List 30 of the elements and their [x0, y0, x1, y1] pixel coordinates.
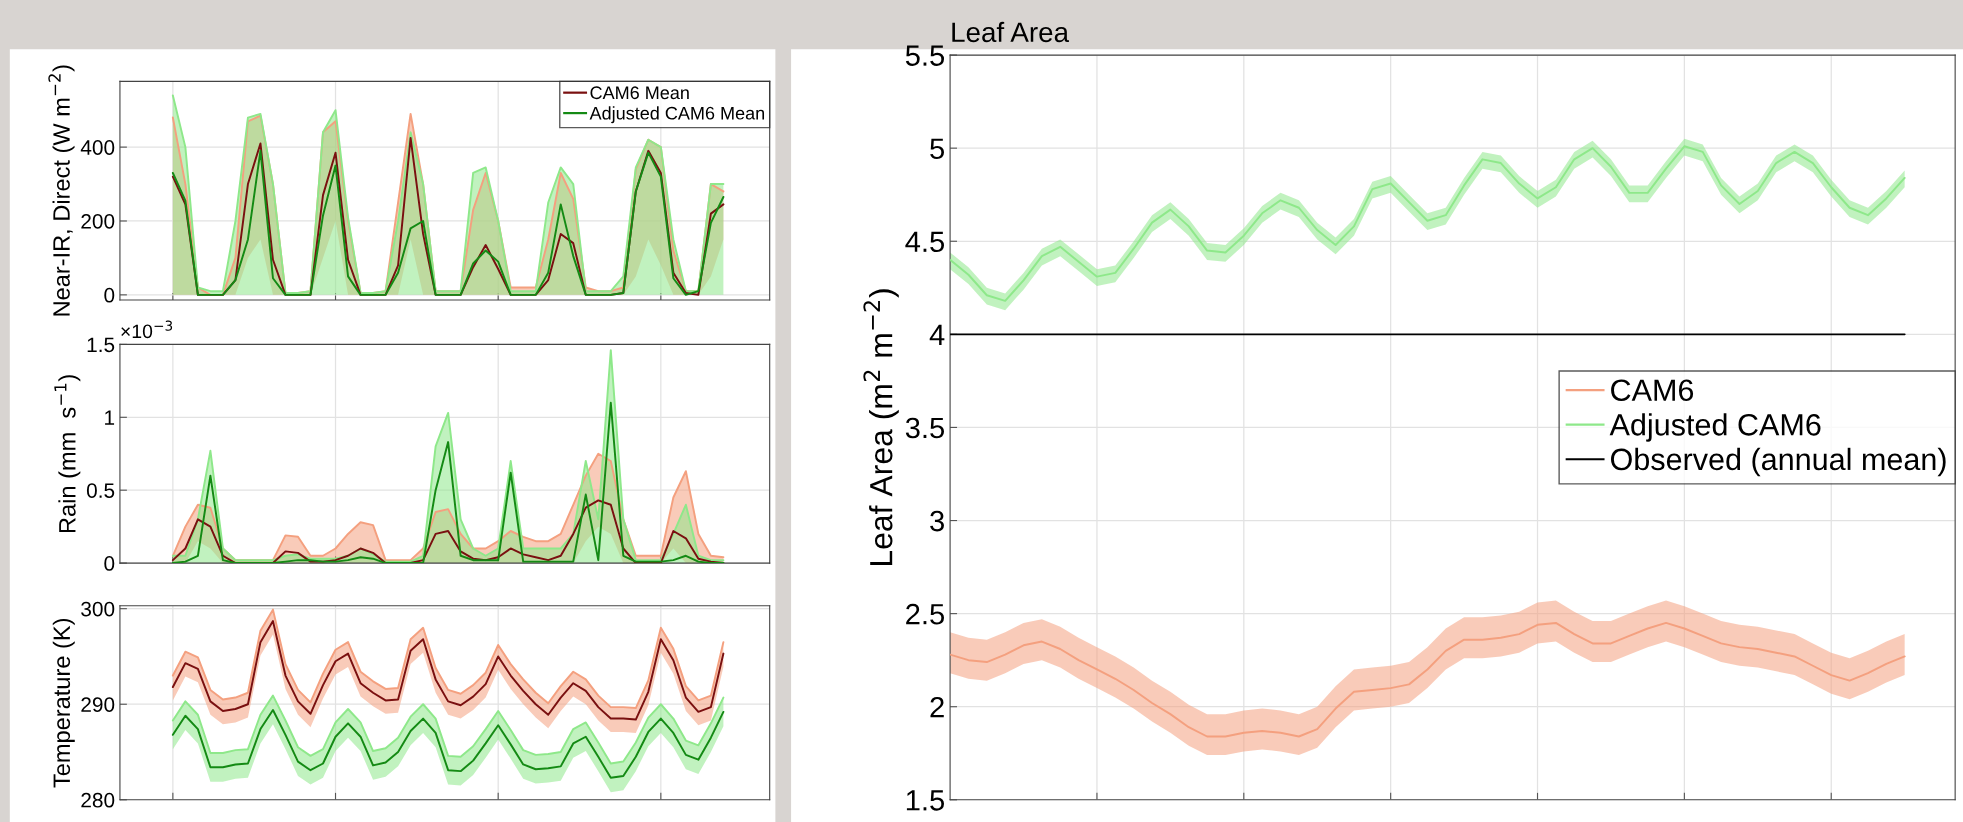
- y-tick-label: 0: [104, 287, 115, 303]
- legend-label: Adjusted CAM6: [1609, 413, 1821, 442]
- y-tick-label: 3: [930, 510, 944, 532]
- text: Leaf Area: [952, 21, 1070, 43]
- y-tick-label: 2.5: [906, 603, 945, 625]
- text: ×10$^{−3}$: [121, 320, 173, 339]
- y-tick-label: 5: [930, 138, 945, 160]
- y-tick-label: 5.5: [905, 45, 945, 66]
- y-tick-label: 2: [930, 696, 944, 718]
- y-tick-label: 290: [81, 697, 115, 712]
- legend-label: CAM6 Mean: [590, 86, 689, 100]
- y-axis-title: Temperature (K): [52, 618, 75, 788]
- y-tick-label: 0: [104, 556, 115, 571]
- y-tick-label: 4: [929, 324, 945, 345]
- y-tick-label: 1.5: [906, 790, 945, 811]
- y-tick-label: 200: [81, 213, 115, 229]
- legend-label: CAM6: [1611, 379, 1694, 402]
- y-tick-label: 3.5: [905, 417, 945, 439]
- y-axis-title: Near-IR, Direct (W m$^{−2}$): [48, 65, 75, 316]
- y-tick-label: 1: [105, 410, 115, 425]
- y-tick-label: 400: [80, 140, 115, 155]
- y-tick-label: 1.5: [87, 337, 115, 353]
- y-tick-label: 280: [81, 792, 115, 808]
- legend-label: Adjusted CAM6 Mean: [589, 106, 765, 124]
- legend-label: Observed (annual mean): [1610, 447, 1946, 477]
- y-tick-label: 4.5: [905, 231, 945, 253]
- y-tick-label: 300: [81, 601, 115, 617]
- y-axis-title: Rain (mm s$^{−1}$): [54, 375, 81, 533]
- y-axis-title: Leaf Area (m$^{2}$ m$^{−2}$): [863, 289, 899, 566]
- y-tick-label: 0.5: [86, 483, 115, 498]
